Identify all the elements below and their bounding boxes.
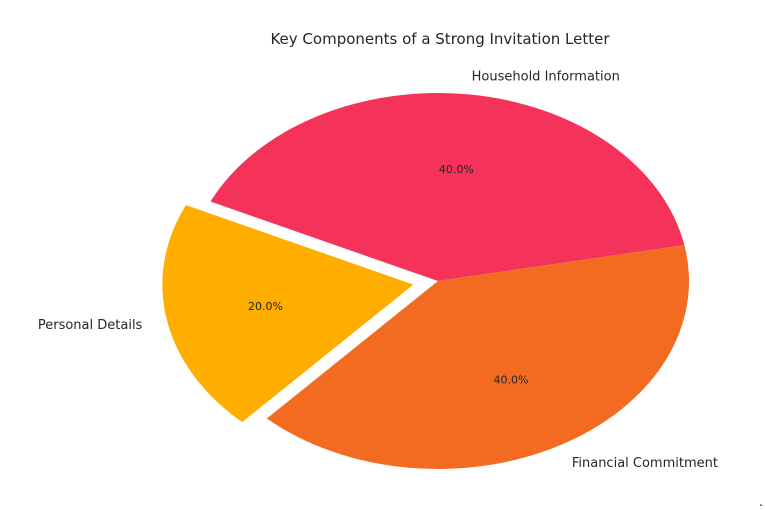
pie-labels: 40.0% Household Information 40.0% Financial… — [38, 70, 718, 471]
pie-slices — [162, 92, 689, 469]
pie-slice-1 — [210, 92, 685, 282]
slice-percent-label: 40.0% — [439, 163, 474, 176]
slice-percent-label: 40.0% — [494, 374, 529, 387]
slice-percent-label: 20.0% — [248, 300, 283, 313]
slice-category-label: Household Information — [472, 70, 620, 85]
pie-slice-3 — [162, 205, 414, 423]
slice-category-label: Financial Commitment — [572, 456, 718, 471]
chart-title: Key Components of a Strong Invitation Le… — [270, 30, 610, 48]
stray-mark: . — [759, 495, 764, 510]
pie-slice-2 — [266, 245, 689, 469]
slice-category-label: Personal Details — [38, 318, 143, 333]
